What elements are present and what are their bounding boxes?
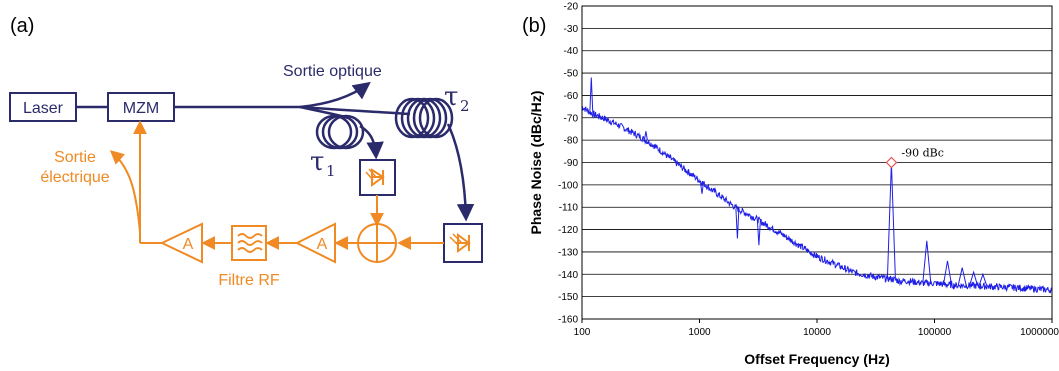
panel-b-label: (b) <box>522 15 546 37</box>
x-tick-label: 100 <box>574 327 591 338</box>
y-tick-label: -100 <box>558 180 578 191</box>
peak-marker-diamond <box>885 156 898 169</box>
spur-peak <box>700 182 704 194</box>
x-tick-label: 1000000 <box>1020 327 1059 338</box>
mzm-label: MZM <box>123 100 159 117</box>
fiber-to-photodiode-1 <box>359 124 384 160</box>
chart-grid <box>581 5 1053 323</box>
x-tick-label: 10000 <box>803 327 831 338</box>
x-tick-label: 100000 <box>918 327 952 338</box>
y-tick-label: -150 <box>558 292 578 303</box>
y-tick-label: -120 <box>558 225 578 236</box>
spur-peak <box>756 220 761 246</box>
fiber-spool-tau1 <box>315 114 365 150</box>
filtre-rf-label: Filtre RF <box>218 272 280 289</box>
spur-peak <box>643 131 648 141</box>
y-tick-label: -50 <box>564 69 579 80</box>
amplifier-1-label: A <box>183 236 194 253</box>
spur-peak <box>589 77 594 114</box>
spur-peak <box>922 240 932 284</box>
amplifier-2 <box>294 222 336 264</box>
y-tick-label: -70 <box>564 113 579 124</box>
spur-peak <box>978 272 988 287</box>
x-axis-ticks: 100 1000 10000 100000 1000000 <box>574 327 1059 338</box>
phase-noise-chart: -20 -30 -40 -50 -60 -70 -80 -90 -100 -110 -120 -130… <box>528 2 1059 368</box>
rf-filter <box>231 225 267 261</box>
panel-a-label: (a) <box>10 15 34 37</box>
spur-peak <box>735 208 740 239</box>
annotations-group: -90 dBc <box>885 147 944 169</box>
panel-b: (b) -20 -30 -40 -50 -60 -70 -80 -90 -100 -110 -120… <box>522 2 1059 368</box>
x-axis-title: Offset Frequency (Hz) <box>744 351 889 367</box>
laser-label: Laser <box>23 100 64 117</box>
y-tick-label: -130 <box>558 247 578 258</box>
peak-annotation-label: -90 dBc <box>901 147 944 160</box>
tau1-label: τ <box>310 147 324 177</box>
y-tick-label: -80 <box>564 136 579 147</box>
fiber-to-photodiode-2 <box>446 123 475 222</box>
y-tick-label: -90 <box>564 158 579 169</box>
photodiode-2 <box>443 223 483 263</box>
y-axis-ticks: -20 -30 -40 -50 -60 -70 -80 -90 -100 -110 -120 -130… <box>558 2 578 326</box>
y-tick-label: -110 <box>559 203 579 214</box>
y-tick-label: -20 <box>564 2 579 13</box>
panel-a: (a) Laser MZM Sortie optique τ 1 <box>9 15 483 289</box>
rf-combiner <box>357 223 397 263</box>
y-axis-title: Phase Noise (dBc/Hz) <box>528 91 544 235</box>
sortie-electrique-line1: Sortie <box>54 149 96 166</box>
y-tick-label: -140 <box>558 270 578 281</box>
tau2-label: τ <box>444 82 458 112</box>
spur-peak <box>957 267 967 286</box>
phase-noise-trace <box>581 106 1053 294</box>
y-tick-label: -40 <box>564 46 579 57</box>
sortie-optique-label: Sortie optique <box>283 63 382 80</box>
spur-peak <box>943 260 952 285</box>
amplifier-1 <box>159 222 203 264</box>
y-tick-label: -160 <box>558 315 578 326</box>
y-tick-label: -60 <box>564 91 579 102</box>
electrical-output-branch <box>109 150 141 233</box>
sortie-electrique-line2: électrique <box>40 169 109 186</box>
amplifier-2-label: A <box>317 236 328 253</box>
photodiode-1 <box>359 159 396 196</box>
mzm-box <box>107 92 175 122</box>
x-tick-label: 1000 <box>688 327 711 338</box>
fiber-spool-tau2 <box>394 97 454 139</box>
fiber-branch-tau2 <box>299 105 411 116</box>
tau2-subscript: 2 <box>460 97 470 115</box>
optical-output-branch <box>299 81 371 109</box>
y-tick-label: -30 <box>564 24 579 35</box>
laser-box <box>9 92 77 122</box>
spur-peak <box>969 270 979 286</box>
phase-noise-trace-group <box>581 106 1053 294</box>
tau1-subscript: 1 <box>326 162 336 180</box>
